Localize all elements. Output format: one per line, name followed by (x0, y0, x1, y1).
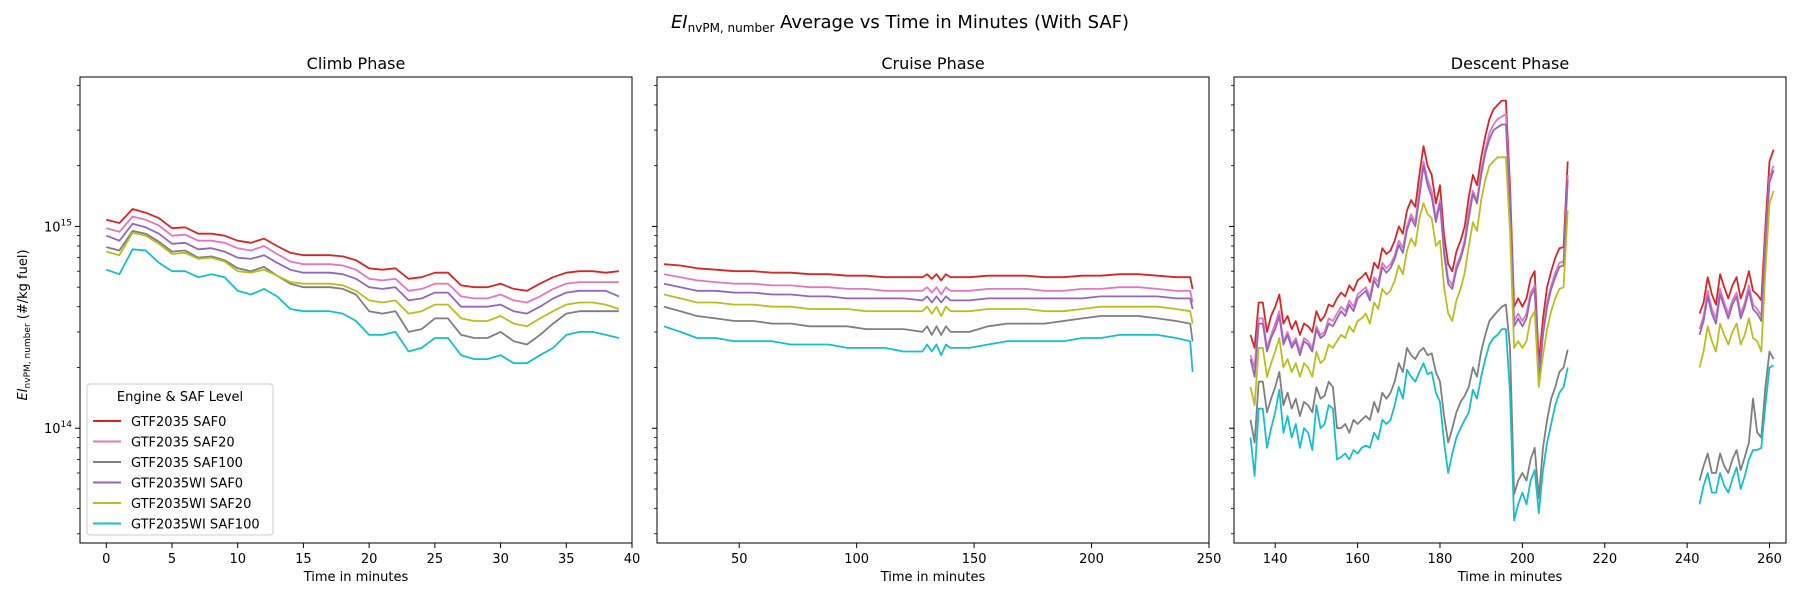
x-tick-label: 10 (229, 552, 246, 567)
y-tick-label: 1015 (44, 218, 72, 235)
x-tick-label: 50 (731, 552, 748, 567)
series-line-gtf2035-saf100 (106, 230, 619, 346)
cruise-phase-panel: Cruise Phase 50 100 150 200 250 Time in minute… (652, 54, 1221, 585)
x-tick-label: 15 (295, 552, 312, 567)
x-tick-label: 25 (427, 552, 444, 567)
series-line-gtf2035-saf0 (663, 263, 1194, 290)
axes-frame (1233, 76, 1787, 544)
series-line-gtf2035wi-saf100 (1249, 328, 1775, 522)
series-line-gtf2035wi-saf100 (663, 325, 1194, 373)
x-tick-label: 35 (558, 552, 575, 567)
series-line-gtf2035wi-saf0 (105, 222, 620, 315)
legend-title: Engine & SAF Level (117, 390, 243, 405)
x-axis-label: Time in minutes (303, 570, 409, 585)
series-line-gtf2035-saf100 (663, 305, 1194, 342)
x-tick-label: 250 (1197, 552, 1222, 567)
legend-label-gtf2035wi-saf0: GTF2035WI SAF0 (131, 477, 243, 492)
x-tick-label: 240 (1675, 552, 1700, 567)
legend-label-gtf2035wi-saf20: GTF2035WI SAF20 (131, 497, 251, 512)
series-line-gtf2035wi-saf0 (663, 282, 1194, 310)
legend-label-gtf2035-saf20: GTF2035 SAF20 (131, 436, 235, 451)
axes-frame (79, 76, 633, 544)
series-line-gtf2035-saf20 (106, 215, 619, 304)
x-tick-label: 0 (102, 552, 110, 567)
x-tick-label: 20 (361, 552, 378, 567)
series-line-gtf2035wi-saf100 (106, 248, 620, 365)
x-tick-label: 180 (1428, 552, 1453, 567)
series-line-gtf2035wi-saf0 (1249, 123, 1775, 383)
y-tick-label: 1014 (44, 420, 72, 437)
x-tick-label: 220 (1592, 552, 1617, 567)
legend-label-gtf2035wi-saf100: GTF2035WI SAF100 (131, 518, 260, 533)
x-tick-label: 200 (1510, 552, 1535, 567)
x-tick-label: 260 (1757, 552, 1782, 567)
x-tick-label: 30 (492, 552, 509, 567)
legend-box (86, 383, 274, 536)
x-tick-label: 5 (168, 552, 176, 567)
legend-label-gtf2035-saf100: GTF2035 SAF100 (131, 456, 243, 471)
series-line-gtf2035wi-saf20 (1249, 156, 1775, 407)
x-tick-label: 200 (1079, 552, 1104, 567)
y-axis-label: EInvPM, number (#/kg fuel) (16, 249, 33, 400)
x-tick-label: 150 (962, 552, 987, 567)
figure-title: EInvPM, number Average vs Time in Minute… (671, 12, 1129, 35)
panel-title: Descent Phase (1451, 54, 1569, 73)
panel-title: Climb Phase (307, 54, 406, 73)
descent-phase-panel: Descent Phase 140 160 180 200 220 240 260 Time i… (1229, 54, 1787, 585)
axes-frame (656, 76, 1210, 544)
x-tick-label: 160 (1345, 552, 1370, 567)
x-tick-label: 100 (844, 552, 869, 567)
x-tick-label: 40 (624, 552, 641, 567)
x-axis-label: Time in minutes (1457, 570, 1563, 585)
series-line-gtf2035wi-saf20 (106, 231, 620, 328)
series-line-gtf2035-saf0 (106, 208, 620, 292)
series-line-gtf2035-saf20 (663, 273, 1194, 303)
series-line-gtf2035wi-saf20 (663, 293, 1194, 324)
series-line-gtf2035-saf100 (1249, 303, 1775, 500)
legend-label-gtf2035-saf0: GTF2035 SAF0 (131, 415, 226, 430)
x-axis-label: Time in minutes (880, 570, 986, 585)
legend: Engine & SAF Level GTF2035 SAF0 GTF2035 SA… (86, 383, 274, 536)
x-tick-label: 140 (1263, 552, 1288, 567)
panel-title: Cruise Phase (881, 54, 984, 73)
